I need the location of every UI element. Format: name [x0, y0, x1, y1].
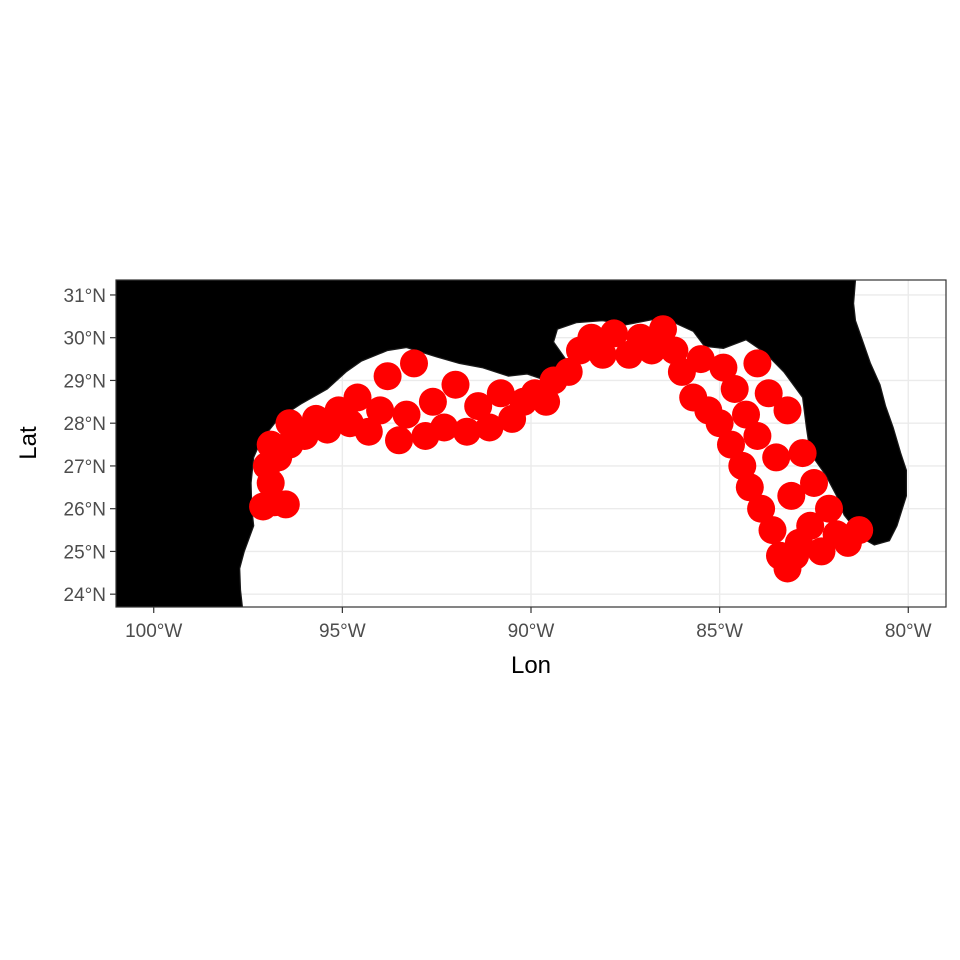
data-point: [784, 528, 813, 557]
data-point: [275, 409, 304, 438]
data-point: [532, 387, 561, 416]
y-tick-label: 24°N: [64, 585, 106, 606]
data-point: [777, 481, 806, 510]
data-point: [475, 413, 504, 442]
y-tick-label: 31°N: [64, 286, 106, 307]
data-point: [800, 469, 828, 497]
y-tick-label: 29°N: [64, 371, 106, 392]
data-point: [441, 370, 470, 399]
data-point: [271, 490, 300, 519]
data-point: [743, 422, 772, 450]
data-point: [486, 379, 515, 408]
data-point: [762, 443, 791, 472]
x-axis-title: Lon: [511, 652, 551, 679]
y-tick-label: 27°N: [64, 457, 106, 478]
data-point: [728, 451, 757, 480]
data-point: [588, 340, 617, 369]
data-point: [845, 516, 874, 545]
survey-points: [249, 315, 874, 583]
data-point: [732, 400, 760, 429]
data-point: [366, 396, 395, 425]
x-tick-label: 85°W: [696, 621, 743, 642]
data-point: [720, 375, 749, 403]
data-point: [758, 516, 787, 545]
data-point: [385, 426, 413, 455]
data-point: [464, 392, 493, 421]
x-tick-label: 95°W: [319, 621, 366, 642]
data-point: [709, 353, 738, 382]
data-point: [705, 409, 734, 438]
y-tick-label: 30°N: [64, 329, 106, 350]
y-axis-title: Lat: [15, 426, 42, 460]
data-point: [660, 336, 689, 365]
x-axis: 100°W 95°W 90°W 85°W 80°W: [125, 607, 932, 642]
data-point: [815, 494, 843, 523]
data-point: [343, 383, 372, 412]
data-point: [754, 379, 783, 408]
data-point: [773, 396, 802, 425]
y-tick-label: 25°N: [64, 542, 106, 563]
data-point: [554, 357, 583, 386]
data-point: [735, 473, 764, 502]
x-tick-label: 80°W: [885, 621, 932, 642]
data-point: [788, 439, 817, 468]
x-tick-label: 100°W: [125, 621, 182, 642]
data-point: [373, 362, 402, 391]
data-point: [452, 417, 481, 446]
land-shape: [116, 280, 907, 607]
data-point: [600, 319, 628, 348]
data-point: [256, 430, 285, 459]
data-point: [773, 554, 802, 583]
data-point: [747, 494, 776, 523]
data-point: [743, 349, 772, 378]
data-point: [649, 315, 677, 344]
y-tick-label: 28°N: [64, 414, 106, 435]
data-point: [717, 430, 745, 459]
data-point: [430, 413, 459, 442]
y-axis: 24°N 25°N 26°N 27°N 28°N 29°N 30°N 31°N: [64, 286, 116, 606]
data-point: [400, 349, 428, 378]
x-tick-label: 90°W: [508, 621, 555, 642]
data-point: [354, 417, 383, 446]
data-point: [392, 400, 421, 429]
data-point: [637, 336, 666, 365]
data-point: [686, 345, 715, 374]
y-tick-label: 26°N: [64, 500, 106, 521]
data-point: [418, 387, 447, 416]
